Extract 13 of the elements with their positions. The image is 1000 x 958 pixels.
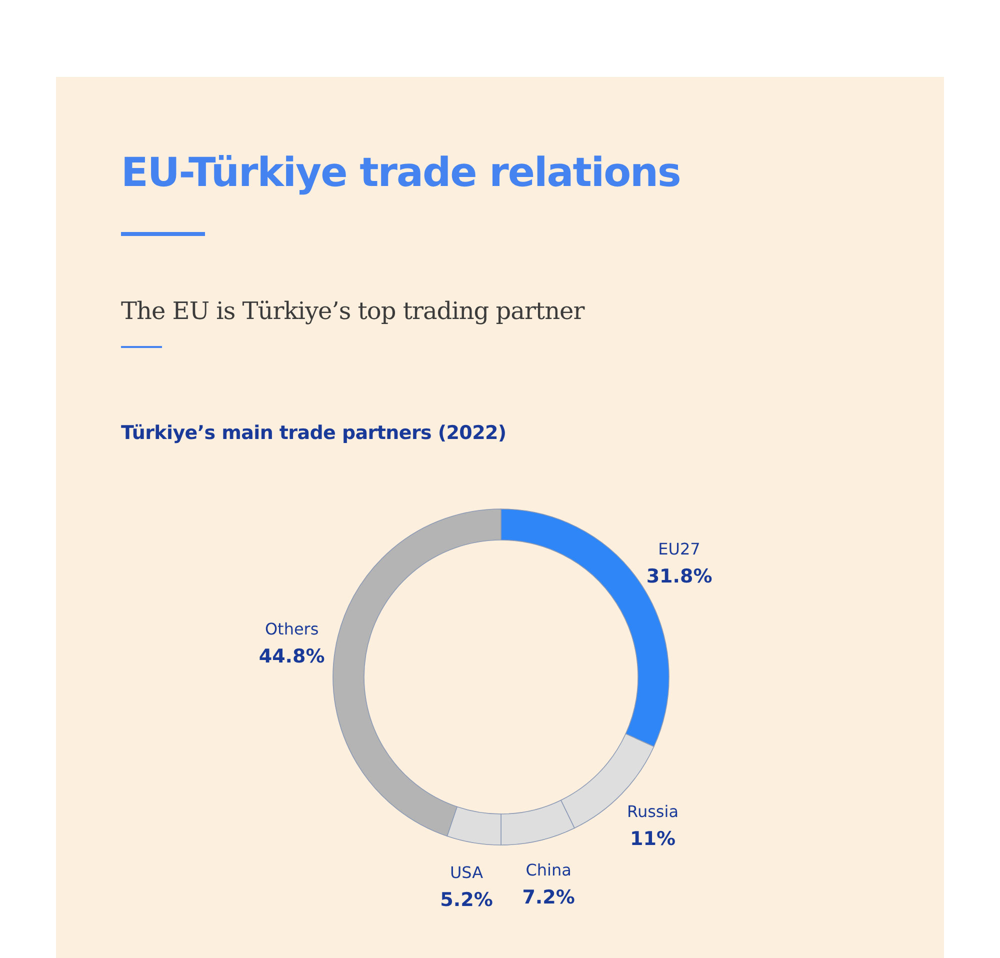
chart-subtitle: The EU is Türkiye’s top trading partner <box>121 297 584 325</box>
slice-label: USA <box>450 863 484 882</box>
chart-title: EU-Türkiye trade relations <box>121 150 680 196</box>
slice-label: China <box>526 860 572 880</box>
slice-label: Russia <box>627 802 679 822</box>
data-label: 11% <box>630 828 676 850</box>
text: Türkiye’s main trade partners (2022) <box>121 422 506 444</box>
data-label: 5.2% <box>440 889 493 912</box>
slice-label: EU27 <box>658 539 700 558</box>
data-label: 7.2% <box>522 886 575 909</box>
slice-label: Others <box>264 620 319 639</box>
data-label: 44.8% <box>258 646 325 668</box>
data-label: 31.8% <box>646 565 712 588</box>
